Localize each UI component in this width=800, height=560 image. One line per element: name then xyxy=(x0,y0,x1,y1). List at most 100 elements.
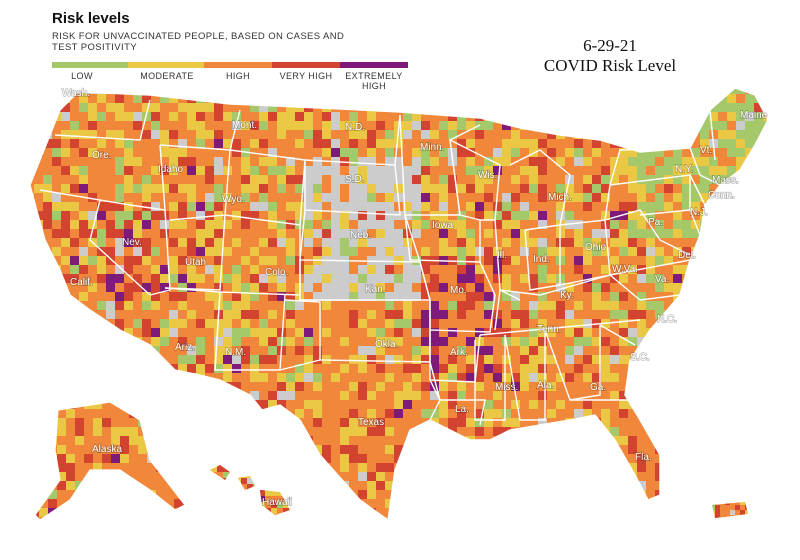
county-cell xyxy=(289,472,290,481)
state-label: Idaho xyxy=(158,164,183,175)
county-cell xyxy=(43,373,57,382)
county-cell xyxy=(61,265,74,275)
county-cell xyxy=(583,382,592,394)
county-cell xyxy=(268,337,277,346)
county-cell xyxy=(754,346,768,355)
county-cell xyxy=(763,427,768,436)
county-cell xyxy=(43,229,53,238)
county-cell xyxy=(682,148,692,159)
county-cell xyxy=(745,364,755,377)
county-cell xyxy=(448,409,457,419)
county-cell xyxy=(691,130,704,141)
county-cell xyxy=(610,328,624,338)
county-cell xyxy=(718,148,728,157)
county-cell xyxy=(124,310,138,321)
county-cell xyxy=(754,436,767,449)
county-cell xyxy=(322,220,334,229)
county-cell xyxy=(538,373,547,386)
county-cell xyxy=(412,337,421,348)
county-cell xyxy=(268,94,281,107)
state-label: N.M. xyxy=(225,347,246,358)
county-cell xyxy=(340,454,352,464)
county-cell xyxy=(111,454,120,464)
county-cell xyxy=(115,355,125,366)
county-cell xyxy=(322,517,333,520)
county-cell xyxy=(232,436,245,449)
county-cell xyxy=(322,418,332,429)
county-cell xyxy=(235,514,241,515)
county-cell xyxy=(727,202,741,215)
county-cell xyxy=(223,499,237,508)
county-cell xyxy=(30,427,35,440)
county-cell xyxy=(367,481,376,491)
county-cell xyxy=(637,364,648,377)
county-cell xyxy=(241,88,251,97)
county-cell xyxy=(120,427,133,437)
county-cell xyxy=(725,510,730,518)
county-cell xyxy=(493,373,503,383)
county-cell xyxy=(736,436,745,449)
county-cell xyxy=(340,247,353,256)
county-cell xyxy=(124,193,133,204)
county-cell xyxy=(35,445,43,454)
county-cell xyxy=(97,238,106,251)
county-cell xyxy=(259,121,268,131)
county-cell xyxy=(376,373,388,383)
county-cell xyxy=(547,373,557,384)
county-cell xyxy=(475,409,486,418)
county-cell xyxy=(160,463,169,473)
county-cell xyxy=(43,184,56,193)
county-cell xyxy=(70,238,82,249)
county-cell xyxy=(286,265,298,276)
county-cell xyxy=(448,139,458,152)
county-cell xyxy=(30,148,35,158)
county-cell xyxy=(421,202,433,212)
county-cell xyxy=(592,220,601,231)
county-cell xyxy=(475,193,485,202)
county-cell xyxy=(223,508,229,515)
county-cell xyxy=(133,517,145,520)
county-cell xyxy=(70,355,84,364)
county-cell xyxy=(34,382,45,392)
county-cell xyxy=(673,211,682,221)
county-cell xyxy=(97,121,108,130)
county-cell xyxy=(511,94,520,106)
county-cell xyxy=(295,121,305,132)
county-cell xyxy=(412,499,425,508)
county-cell xyxy=(385,265,397,275)
county-cell xyxy=(304,481,314,494)
county-cell xyxy=(241,148,252,161)
county-cell xyxy=(268,472,281,484)
county-cell xyxy=(340,400,349,413)
county-cell xyxy=(412,508,426,520)
county-cell xyxy=(88,517,101,520)
county-cell xyxy=(772,481,783,492)
county-cell xyxy=(43,418,54,427)
county-cell xyxy=(718,112,730,122)
county-cell xyxy=(88,220,97,233)
county-cell xyxy=(52,328,66,339)
county-cell xyxy=(70,94,79,107)
county-cell xyxy=(763,175,768,185)
county-cell xyxy=(43,238,57,247)
county-cell xyxy=(169,427,178,440)
county-cell xyxy=(178,400,187,413)
county-cell xyxy=(457,409,471,420)
county-cell xyxy=(142,121,152,132)
county-cell xyxy=(376,445,387,458)
county-cell xyxy=(277,436,288,445)
county-cell xyxy=(268,373,279,383)
county-cell xyxy=(601,238,615,248)
county-cell xyxy=(466,121,480,130)
county-cell xyxy=(574,229,583,241)
county-cell xyxy=(529,364,539,376)
county-cell xyxy=(583,418,594,428)
county-cell xyxy=(66,481,78,491)
county-cell xyxy=(235,496,245,504)
county-cell xyxy=(349,283,360,293)
county-cell xyxy=(241,427,254,440)
county-cell xyxy=(673,463,684,474)
county-cell xyxy=(682,166,695,175)
county-cell xyxy=(229,508,240,515)
county-cell xyxy=(250,130,263,139)
